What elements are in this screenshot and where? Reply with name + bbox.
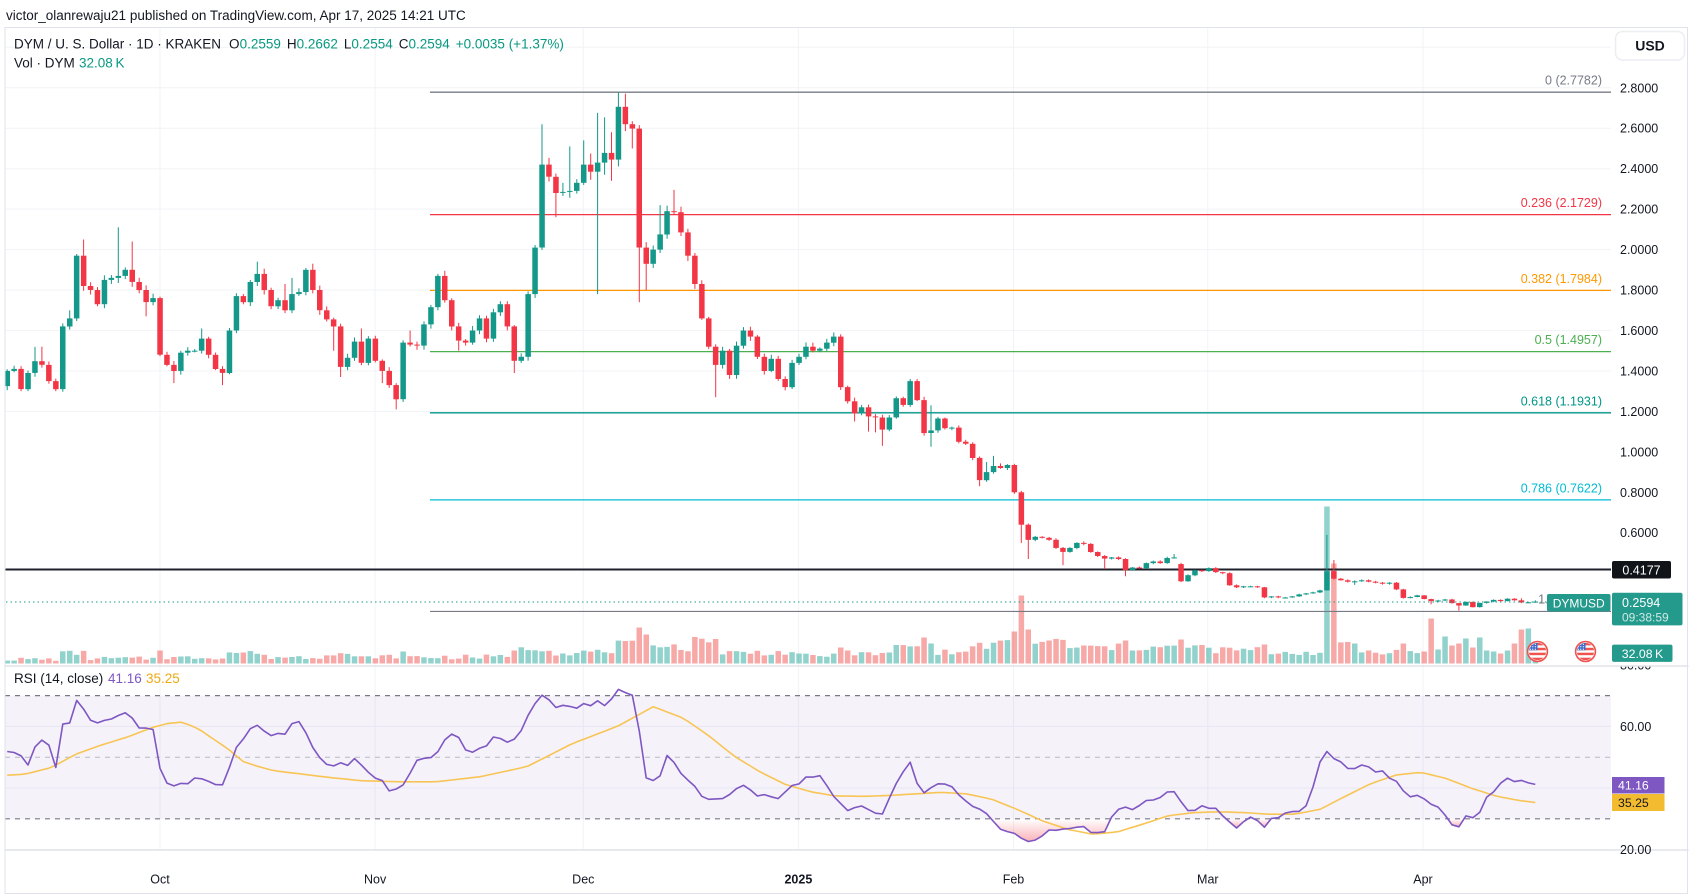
svg-text:Dec: Dec [572,873,594,887]
svg-text:USD: USD [1635,38,1665,54]
svg-text:RSI (14, close): RSI (14, close) [14,671,103,686]
svg-text:0.4177: 0.4177 [1622,564,1660,578]
svg-text:35.25: 35.25 [1618,796,1649,810]
svg-text:victor_olanrewaju21 published: victor_olanrewaju21 published on Trading… [6,8,466,23]
svg-text:0.6000: 0.6000 [1620,526,1658,540]
svg-text:0.236 (2.1729): 0.236 (2.1729) [1521,196,1602,210]
svg-text:2.2000: 2.2000 [1620,203,1658,217]
svg-text:80.00: 80.00 [1620,658,1651,672]
svg-text:DYM / U. S. Dollar · 1D · KRAK: DYM / U. S. Dollar · 1D · KRAKEN O0.2559 H… [14,37,564,52]
svg-text:0.618 (1.1931): 0.618 (1.1931) [1521,394,1602,408]
svg-text:0.2594: 0.2594 [1622,596,1660,610]
svg-text:1.4000: 1.4000 [1620,364,1658,378]
svg-text:0.5 (1.4957): 0.5 (1.4957) [1535,333,1602,347]
svg-text:1.0000: 1.0000 [1620,445,1658,459]
svg-text:0.8000: 0.8000 [1620,486,1658,500]
svg-text:2.6000: 2.6000 [1620,122,1658,136]
svg-text:32.08 K: 32.08 K [79,56,125,71]
svg-text:60.00: 60.00 [1620,720,1651,734]
svg-text:0.382 (1.7984): 0.382 (1.7984) [1521,272,1602,286]
svg-text:35.25: 35.25 [146,671,180,686]
svg-text:2025: 2025 [784,873,812,887]
svg-text:2.0000: 2.0000 [1620,243,1658,257]
svg-text:09:38:59: 09:38:59 [1622,611,1669,625]
svg-text:0 (2.7782): 0 (2.7782) [1545,74,1602,88]
svg-text:1.2000: 1.2000 [1620,405,1658,419]
svg-text:Vol · DYM: Vol · DYM [14,56,75,71]
svg-text:DYMUSD: DYMUSD [1553,596,1605,610]
svg-text:2.8000: 2.8000 [1620,81,1658,95]
svg-text:1.: 1. [1538,592,1549,607]
svg-text:Nov: Nov [364,873,387,887]
svg-text:Oct: Oct [150,873,170,887]
svg-text:32.08 K: 32.08 K [1622,647,1664,661]
svg-text:41.16: 41.16 [108,671,142,686]
svg-text:0.786 (0.7622): 0.786 (0.7622) [1521,481,1602,495]
svg-text:Feb: Feb [1003,873,1025,887]
svg-text:2.4000: 2.4000 [1620,162,1658,176]
svg-text:1.6000: 1.6000 [1620,324,1658,338]
svg-text:41.16: 41.16 [1618,779,1649,793]
svg-text:1.8000: 1.8000 [1620,284,1658,298]
svg-text:20.00: 20.00 [1620,843,1651,857]
svg-text:Apr: Apr [1413,873,1432,887]
svg-text:Mar: Mar [1197,873,1219,887]
